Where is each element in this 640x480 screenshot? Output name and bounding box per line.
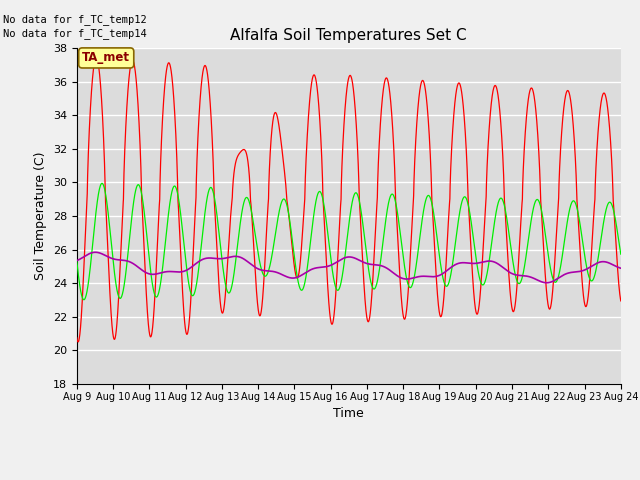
X-axis label: Time: Time bbox=[333, 407, 364, 420]
Text: No data for f_TC_temp12: No data for f_TC_temp12 bbox=[3, 13, 147, 24]
Text: No data for f_TC_temp14: No data for f_TC_temp14 bbox=[3, 28, 147, 39]
Y-axis label: Soil Temperature (C): Soil Temperature (C) bbox=[35, 152, 47, 280]
Text: TA_met: TA_met bbox=[83, 51, 131, 64]
Title: Alfalfa Soil Temperatures Set C: Alfalfa Soil Temperatures Set C bbox=[230, 28, 467, 43]
